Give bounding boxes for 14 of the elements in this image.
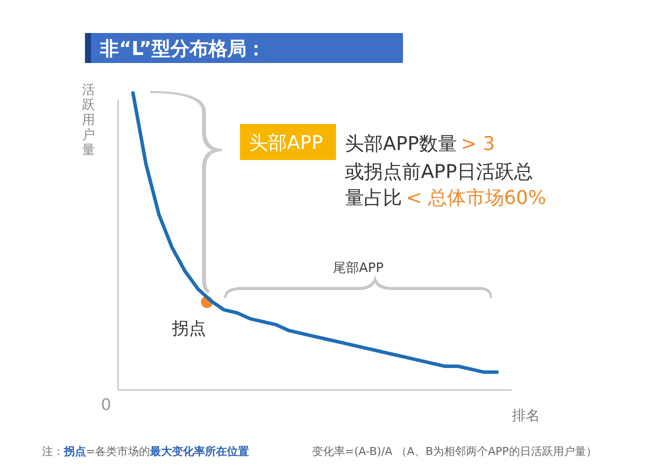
annotation: 头部APP	[249, 132, 323, 154]
chart-title: 非“L”型分布格局：	[99, 38, 266, 60]
text: 变化率=(A-B)/A （A、B为相邻两个APP的日活跃用户量）	[312, 445, 597, 458]
annotation: 头部APP数量	[345, 133, 457, 155]
annotation: < 总体市场60%	[406, 187, 546, 209]
annotation: 拐点	[171, 319, 206, 339]
annotation: 尾部APP	[333, 261, 384, 276]
x-axis-title: 排名	[512, 408, 540, 424]
annotation: 量占比	[345, 187, 402, 209]
annotation: > 3	[460, 133, 495, 155]
text: 0	[101, 395, 112, 414]
text: 注：拐点=各类市场的最大变化率所在位置	[42, 445, 250, 458]
annotation: 或拐点前APP日活跃总	[345, 161, 533, 183]
y-axis-title: 活跃用户量	[82, 83, 95, 158]
